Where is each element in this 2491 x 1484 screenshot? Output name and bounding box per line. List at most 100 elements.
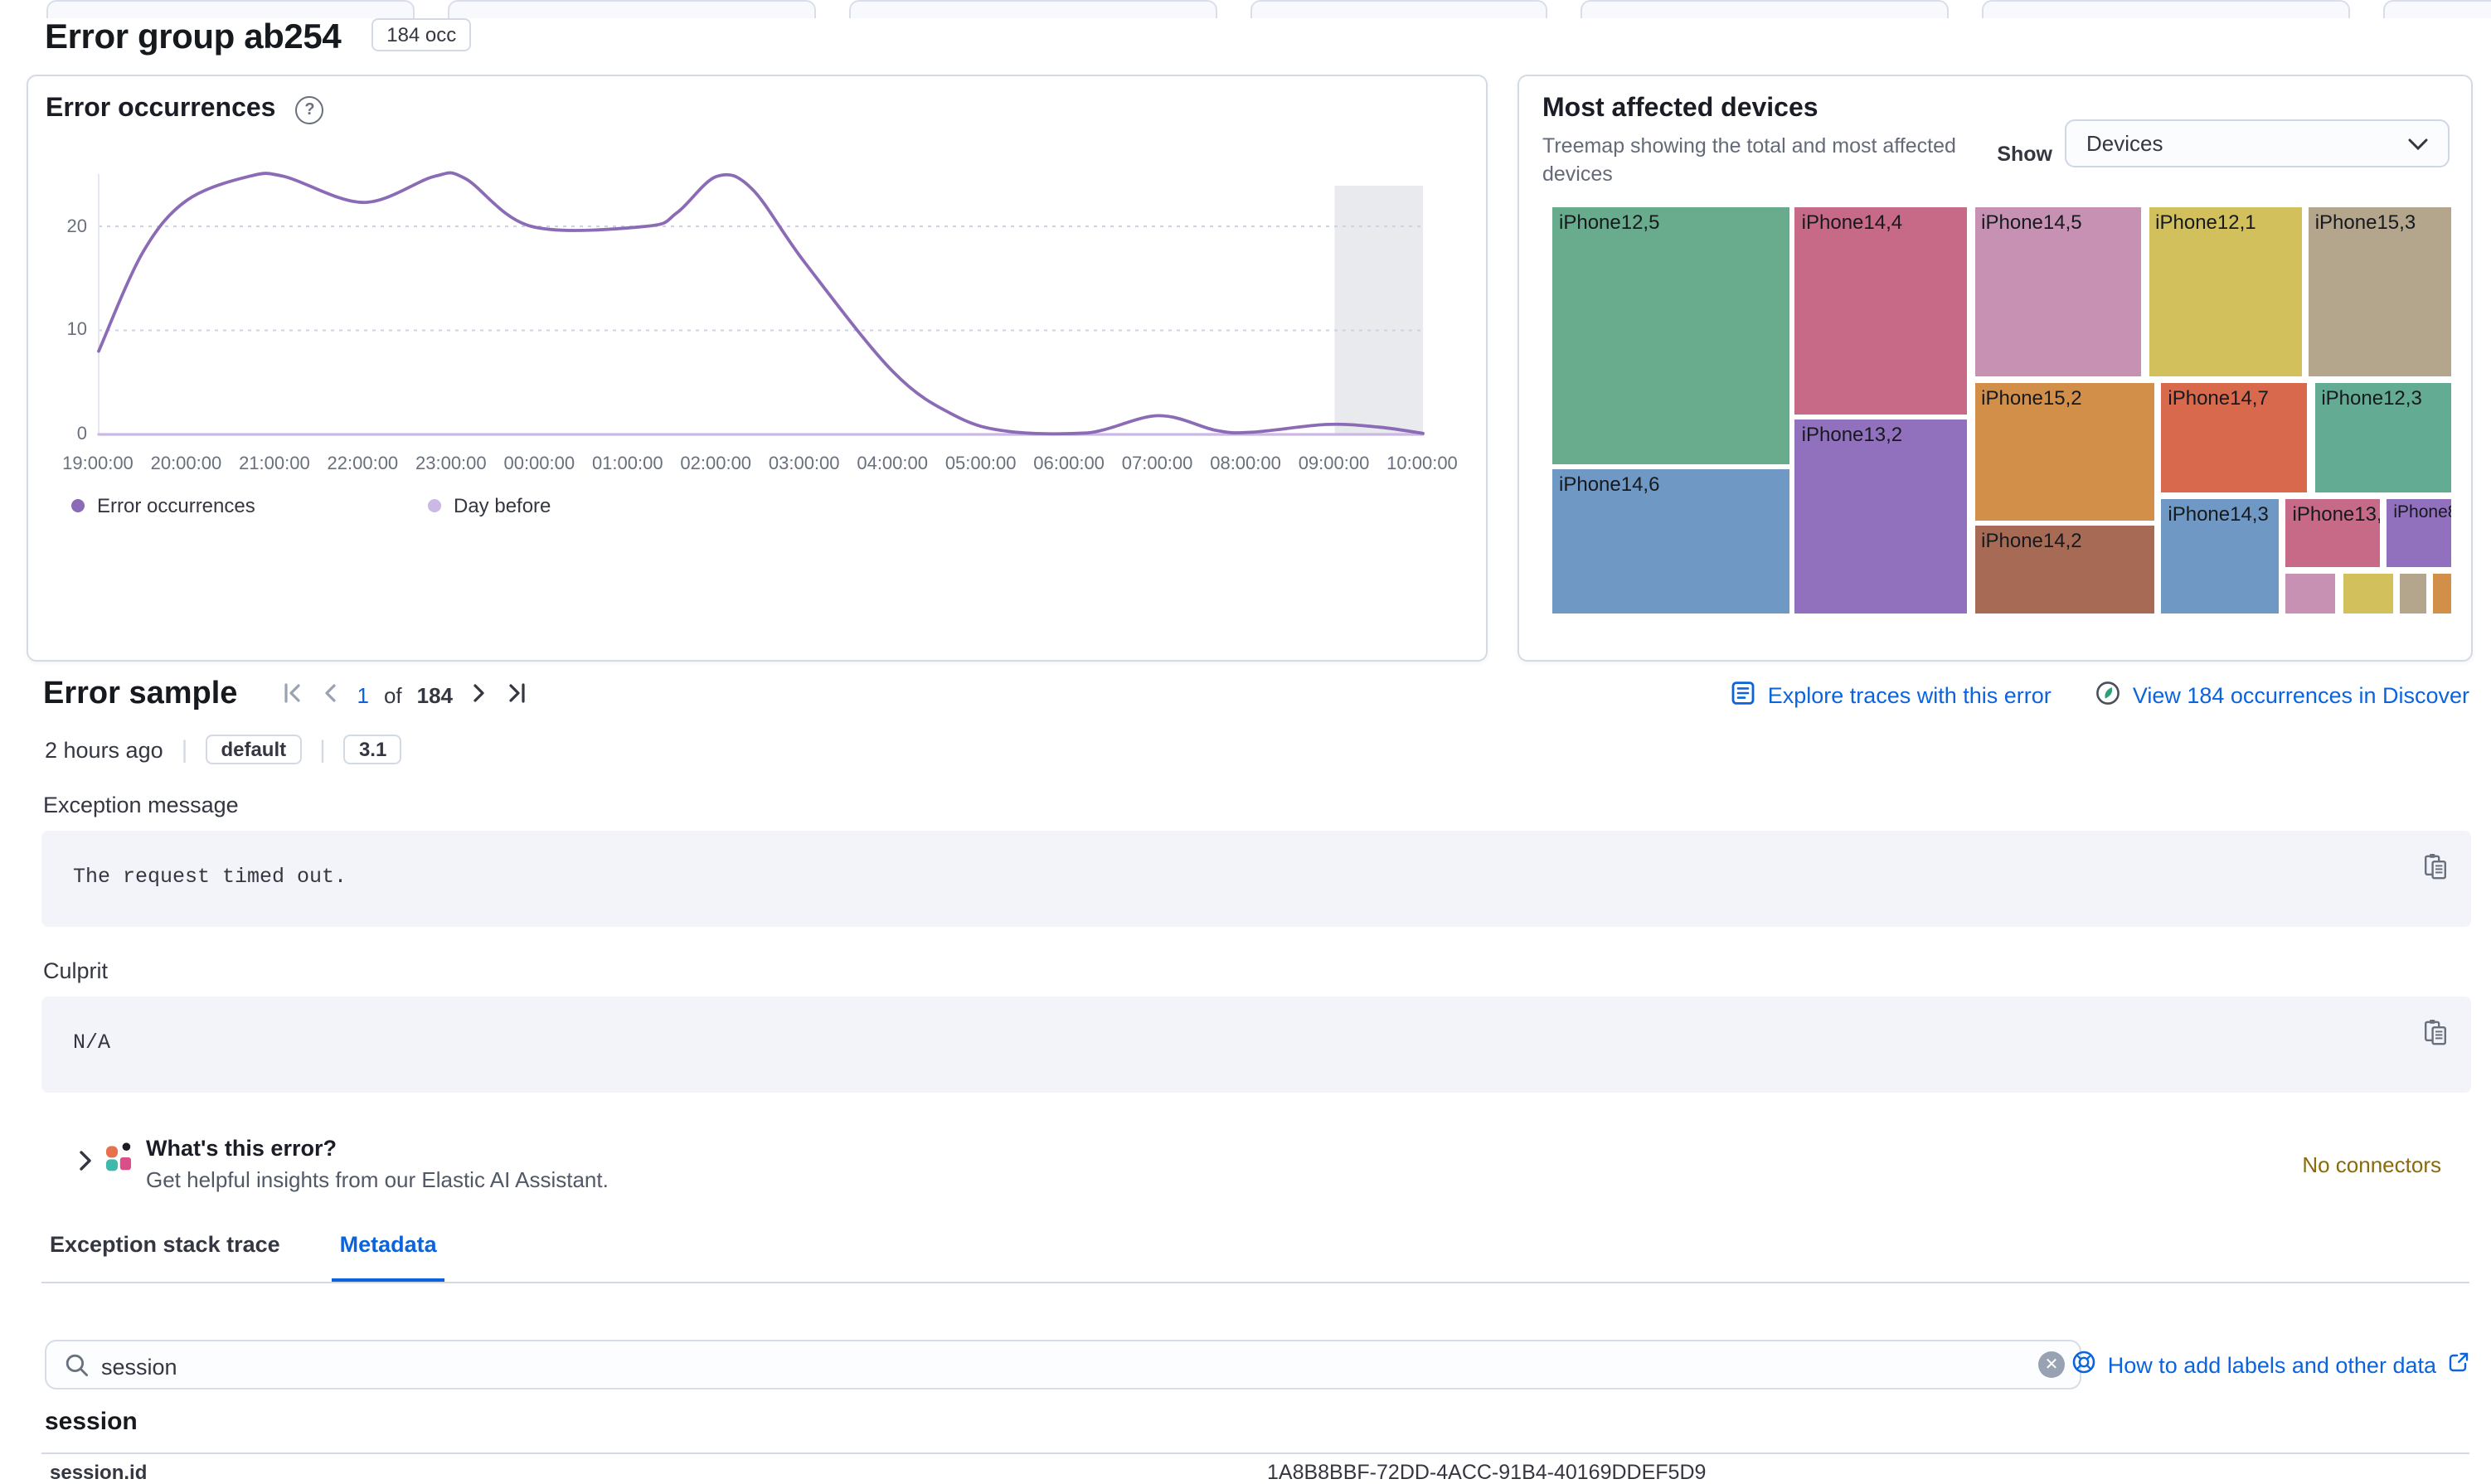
tabs-divider <box>41 1281 2469 1283</box>
exception-message-label: Exception message <box>43 793 239 817</box>
x-tick: 22:00:00 <box>327 454 399 474</box>
of-label: of <box>383 682 402 707</box>
no-connectors-status: No connectors <box>2302 1152 2441 1177</box>
treemap-box[interactable] <box>2431 572 2453 615</box>
y-tick: 10 <box>66 320 88 341</box>
x-tick: 10:00:00 <box>1386 454 1458 474</box>
current-page[interactable]: 1 <box>357 682 369 707</box>
search-icon <box>65 1353 90 1386</box>
y-tick: 0 <box>76 424 87 444</box>
discover-icon <box>2095 679 2121 710</box>
treemap-box-iphone12-1[interactable]: iPhone12,1 <box>2147 205 2304 379</box>
x-tick: 23:00:00 <box>415 454 487 474</box>
explore-traces-link[interactable]: Explore traces with this error <box>1730 679 2052 710</box>
metadata-row: session.id 1A8B8BBF-72DD-4ACC-91B4-40169D… <box>41 1452 2469 1484</box>
how-to-add-labels-label: How to add labels and other data <box>2107 1352 2436 1377</box>
treemap-box-iphone14-6[interactable]: iPhone14,6 <box>1551 468 1791 615</box>
devices-select[interactable]: Devices <box>2065 119 2450 167</box>
elastic-ai-assistant-icon <box>104 1142 134 1181</box>
sample-tabs: Exception stack trace Metadata <box>41 1229 445 1282</box>
exception-message-block: The request timed out. <box>41 831 2471 927</box>
treemap-box-iphone12-3[interactable]: iPhone12,3 <box>2313 381 2453 495</box>
external-link-icon <box>2448 1351 2469 1378</box>
chevron-down-icon <box>2408 131 2428 156</box>
most-affected-devices-panel: Most affected devices Treemap showing th… <box>1517 75 2472 662</box>
legend-item-1[interactable]: Error occurrences <box>70 494 255 517</box>
help-icon[interactable]: ? <box>295 95 324 124</box>
x-tick: 01:00:00 <box>591 454 663 474</box>
sample-pagination: 1 of 184 <box>280 681 529 709</box>
page-header: Error group ab254 184 occ <box>45 18 472 58</box>
error-occurrences-title: Error occurrences <box>46 95 276 123</box>
error-occurrences-header: Error occurrences ? <box>46 95 324 124</box>
how-to-add-labels-link[interactable]: How to add labels and other data <box>2071 1350 2469 1380</box>
exception-message-value: The request timed out. <box>73 866 347 889</box>
devices-panel-subtitle: Treemap showing the total and most affec… <box>1542 134 1956 186</box>
tab-metadata[interactable]: Metadata <box>331 1229 445 1282</box>
culprit-block: N/A <box>41 997 2471 1093</box>
legend-dot <box>427 499 440 512</box>
treemap-box-iphone14-4[interactable]: iPhone14,4 <box>1793 205 1969 416</box>
treemap-box-iphone15-2[interactable]: iPhone15,2 <box>1973 381 2156 522</box>
legend-label: Day before <box>454 494 551 517</box>
x-tick: 06:00:00 <box>1033 454 1105 474</box>
treemap-box-iphone14-7[interactable]: iPhone14,7 <box>2159 381 2309 495</box>
x-tick: 19:00:00 <box>62 454 134 474</box>
treemap-box-iphone14-2[interactable]: iPhone14,2 <box>1973 524 2156 615</box>
metadata-divider <box>41 1452 2469 1454</box>
treemap-box-iphone15-3[interactable]: iPhone15,3 <box>2306 205 2453 379</box>
metadata-key: session.id <box>50 1461 148 1484</box>
x-tick: 20:00:00 <box>150 454 222 474</box>
tab-exception-stack-trace[interactable]: Exception stack trace <box>50 1232 280 1257</box>
culprit-value: N/A <box>73 1031 111 1055</box>
chevron-right-icon[interactable] <box>76 1149 96 1181</box>
devices-panel-title: Most affected devices <box>1542 95 1818 123</box>
total-pages: 184 <box>416 682 454 707</box>
assistant-title: What's this error? <box>146 1136 337 1161</box>
error-sample-header: Error sample 1 of 184 Explore traces wit… <box>43 670 2469 720</box>
treemap-box[interactable] <box>2284 572 2338 615</box>
first-page-icon[interactable] <box>280 681 303 709</box>
treemap-box-iphone13-2[interactable]: iPhone13,2 <box>1793 418 1969 615</box>
search-input[interactable] <box>98 1343 2012 1389</box>
x-tick: 05:00:00 <box>944 454 1017 474</box>
legend-dot <box>70 499 84 512</box>
devices-treemap[interactable]: iPhone12,5 iPhone14,6 iPhone14,4 iPhone13,2… <box>1551 205 2453 615</box>
separator: | <box>319 735 326 764</box>
last-page-icon[interactable] <box>506 681 529 709</box>
treemap-box-iphone8-1[interactable]: iPhone8,1 <box>2385 497 2453 570</box>
sample-timestamp: 2 hours ago <box>45 737 163 762</box>
treemap-box-iphone14-5[interactable]: iPhone14,5 <box>1973 205 2144 379</box>
metadata-search[interactable]: ✕ <box>45 1340 2081 1389</box>
occurrences-line-chart[interactable] <box>27 76 1485 491</box>
series-error-occurrences <box>96 171 1424 436</box>
treemap-box-iphone12-5[interactable]: iPhone12,5 <box>1551 205 1791 466</box>
page-title: Error group ab254 <box>45 18 342 56</box>
y-axis-labels: 0 10 20 <box>27 76 94 491</box>
x-tick: 21:00:00 <box>239 454 310 474</box>
culprit-label: Culprit <box>43 958 109 983</box>
treemap-box-iphone13-1[interactable]: iPhone13,1 <box>2284 497 2382 570</box>
occurrence-count-badge: 184 occ <box>371 18 472 51</box>
x-tick: 09:00:00 <box>1298 454 1370 474</box>
clear-search-icon[interactable]: ✕ <box>2038 1351 2065 1378</box>
show-label: Show <box>1997 143 2052 166</box>
traces-icon <box>1730 679 1756 710</box>
assistant-subtitle: Get helpful insights from our Elastic AI… <box>146 1167 609 1192</box>
metadata-value: 1A8B8BBF-72DD-4ACC-91B4-40169DDEF5D9 <box>1267 1461 1707 1484</box>
copy-icon[interactable] <box>2423 1018 2448 1055</box>
view-in-discover-label: View 184 occurrences in Discover <box>2132 682 2469 707</box>
x-tick: 08:00:00 <box>1210 454 1281 474</box>
life-ring-icon <box>2071 1350 2096 1380</box>
view-in-discover-link[interactable]: View 184 occurrences in Discover <box>2095 679 2469 710</box>
copy-icon[interactable] <box>2423 852 2448 889</box>
treemap-box[interactable] <box>2397 572 2429 615</box>
legend-item-2[interactable]: Day before <box>427 494 551 517</box>
previous-page-icon[interactable] <box>318 681 342 709</box>
next-page-icon[interactable] <box>468 681 491 709</box>
version-badge: 3.1 <box>343 735 402 764</box>
treemap-box-iphone14-3[interactable]: iPhone14,3 <box>2159 497 2281 615</box>
treemap-box[interactable] <box>2341 572 2395 615</box>
ai-assistant-callout[interactable]: What's this error? Get helpful insights … <box>41 1121 2471 1217</box>
devices-select-value: Devices <box>2086 131 2163 156</box>
